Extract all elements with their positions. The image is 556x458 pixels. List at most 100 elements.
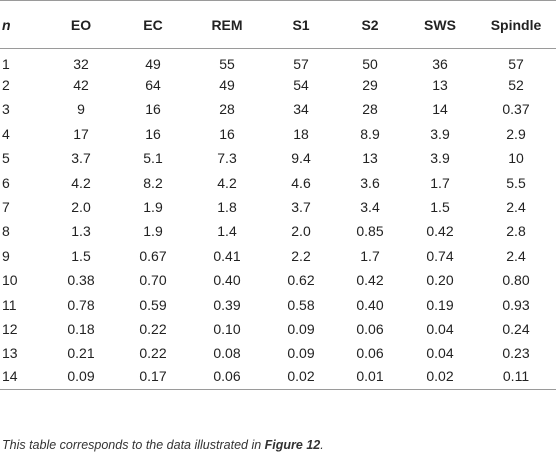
cell-n: 3 (2, 101, 10, 118)
cell-ec: 0.17 (118, 365, 188, 391)
cell-s1: 0.09 (287, 345, 315, 362)
column-header-s2: S2 (336, 0, 404, 49)
cell-sws: 0.74 (426, 247, 454, 264)
cell-sws: 3.9 (430, 125, 450, 142)
cell-s2: 1.7 (360, 247, 380, 264)
cell-eo: 2.0 (71, 199, 91, 216)
caption-prefix: This table corresponds to the data illus… (2, 438, 265, 452)
cell-s2: 8.9 (360, 125, 380, 142)
cell-rem: 1.8 (217, 199, 237, 216)
column-header-s1: S1 (266, 0, 336, 49)
cell-rem: 0.41 (213, 247, 241, 264)
cell-s2: 0.42 (356, 272, 384, 289)
cell-sws: 0.04 (426, 345, 454, 362)
cell-spindle: 0.80 (502, 272, 530, 289)
cell-sws: 36 (432, 55, 448, 72)
table-row: 2 42 64 49 54 29 13 52 (0, 73, 556, 97)
cell-rem: 1.4 (217, 223, 237, 240)
cell-n: 14 (0, 365, 44, 391)
cell-s2: 0.06 (356, 345, 384, 362)
cell-n: 12 (2, 320, 18, 337)
cell-n: 10 (2, 272, 18, 289)
cell-s1: 9.4 (291, 150, 311, 167)
cell-rem: 0.10 (213, 320, 241, 337)
table-row: 6 4.2 8.2 4.2 4.6 3.6 1.7 5.5 (0, 170, 556, 194)
table-row: 8 1.3 1.9 1.4 2.0 0.85 0.42 2.8 (0, 219, 556, 243)
caption-suffix: . (320, 438, 324, 452)
cell-rem: 55 (219, 55, 235, 72)
cell-sws: 14 (432, 101, 448, 118)
cell-eo: 42 (73, 77, 89, 94)
cell-s2: 50 (362, 55, 378, 72)
cell-spindle: 5.5 (506, 174, 526, 191)
cell-sws: 0.20 (426, 272, 454, 289)
cell-spindle: 0.11 (476, 365, 556, 391)
cell-n: 9 (2, 247, 10, 264)
cell-s1: 4.6 (291, 174, 311, 191)
cell-spindle: 0.23 (502, 345, 530, 362)
cell-eo: 1.3 (71, 223, 91, 240)
table-body: 1 32 49 55 57 50 36 57 2 42 64 49 54 29 13 52 3 9 16 28 34 28… (0, 49, 556, 391)
cell-rem: 0.06 (188, 365, 266, 391)
cell-n: 7 (2, 199, 10, 216)
cell-sws: 0.04 (426, 320, 454, 337)
cell-ec: 49 (145, 55, 161, 72)
column-header-spindle: Spindle (476, 0, 556, 49)
column-header-sws: SWS (404, 0, 476, 49)
cell-rem: 0.08 (213, 345, 241, 362)
cell-s1: 34 (293, 101, 309, 118)
cell-ec: 0.59 (139, 296, 167, 313)
cell-rem: 28 (219, 101, 235, 118)
cell-spindle: 2.4 (506, 199, 526, 216)
caption-figure-ref: Figure 12 (264, 438, 321, 452)
cell-ec: 16 (145, 101, 161, 118)
cell-s2: 28 (362, 101, 378, 118)
table-row: 14 0.09 0.17 0.06 0.02 0.01 0.02 0.11 (0, 365, 556, 391)
cell-spindle: 2.4 (506, 247, 526, 264)
cell-rem: 49 (219, 77, 235, 94)
cell-rem: 7.3 (217, 150, 237, 167)
cell-sws: 1.5 (430, 199, 450, 216)
cell-s2: 13 (362, 150, 378, 167)
cell-rem: 0.39 (213, 296, 241, 313)
cell-s1: 0.02 (266, 365, 336, 391)
cell-n: 6 (2, 174, 10, 191)
cell-s2: 0.40 (356, 296, 384, 313)
cell-ec: 5.1 (143, 150, 163, 167)
column-header-eo: EO (44, 0, 118, 49)
cell-eo: 0.18 (67, 320, 95, 337)
cell-eo: 3.7 (71, 150, 91, 167)
table-row: 12 0.18 0.22 0.10 0.09 0.06 0.04 0.24 (0, 317, 556, 341)
cell-s1: 2.2 (291, 247, 311, 264)
cell-spindle: 2.8 (506, 223, 526, 240)
cell-eo: 4.2 (71, 174, 91, 191)
cell-ec: 1.9 (143, 199, 163, 216)
column-header-rem: REM (188, 0, 266, 49)
cell-sws: 13 (432, 77, 448, 94)
cell-eo: 0.21 (67, 345, 95, 362)
table-row: 3 9 16 28 34 28 14 0.37 (0, 97, 556, 121)
table-row: 1 32 49 55 57 50 36 57 (0, 49, 556, 73)
cell-spindle: 0.37 (502, 101, 530, 118)
cell-sws: 0.02 (404, 365, 476, 391)
cell-s2: 29 (362, 77, 378, 94)
cell-spindle: 10 (508, 150, 524, 167)
cell-spindle: 0.24 (502, 320, 530, 337)
cell-ec: 64 (145, 77, 161, 94)
cell-spindle: 2.9 (506, 125, 526, 142)
cell-s1: 0.58 (287, 296, 315, 313)
cell-n: 13 (2, 345, 18, 362)
cell-eo: 32 (73, 55, 89, 72)
cell-ec: 8.2 (143, 174, 163, 191)
table-row: 4 17 16 16 18 8.9 3.9 2.9 (0, 122, 556, 146)
cell-s1: 0.09 (287, 320, 315, 337)
cell-rem: 0.40 (213, 272, 241, 289)
cell-s2: 0.06 (356, 320, 384, 337)
cell-s1: 54 (293, 77, 309, 94)
cell-s2: 0.01 (336, 365, 404, 391)
cell-s2: 3.4 (360, 199, 380, 216)
table-row: 11 0.78 0.59 0.39 0.58 0.40 0.19 0.93 (0, 292, 556, 316)
cell-eo: 0.38 (67, 272, 95, 289)
table-row: 9 1.5 0.67 0.41 2.2 1.7 0.74 2.4 (0, 244, 556, 268)
cell-ec: 0.67 (139, 247, 167, 264)
